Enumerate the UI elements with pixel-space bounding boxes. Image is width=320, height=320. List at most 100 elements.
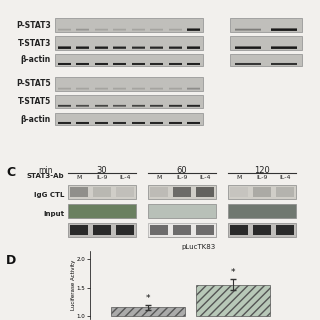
- Bar: [95, 64, 108, 65]
- Text: P-STAT5: P-STAT5: [16, 79, 51, 89]
- Bar: [76, 46, 89, 48]
- Bar: [132, 48, 145, 49]
- Text: P-STAT3: P-STAT3: [16, 20, 51, 29]
- Bar: [187, 123, 200, 124]
- Bar: [169, 122, 182, 123]
- Bar: [70, 187, 88, 197]
- Bar: [132, 122, 145, 124]
- Bar: [76, 63, 89, 64]
- Bar: [58, 87, 71, 89]
- Bar: [95, 28, 108, 30]
- Bar: [132, 104, 145, 106]
- Bar: [95, 105, 108, 107]
- Bar: [76, 87, 89, 89]
- Bar: [187, 29, 200, 31]
- Bar: [236, 63, 260, 64]
- Bar: [187, 104, 200, 106]
- Bar: [58, 47, 71, 49]
- Bar: [150, 104, 163, 106]
- Bar: [150, 106, 163, 107]
- Bar: [236, 64, 260, 65]
- Bar: [113, 105, 126, 106]
- Text: IL-4: IL-4: [119, 175, 131, 180]
- Bar: [169, 105, 182, 106]
- Bar: [58, 123, 71, 124]
- Bar: [76, 105, 89, 107]
- Bar: [132, 105, 145, 106]
- Bar: [58, 28, 71, 30]
- Bar: [271, 47, 297, 49]
- Bar: [150, 28, 163, 30]
- Bar: [150, 87, 163, 89]
- Bar: [236, 29, 260, 31]
- Bar: [95, 122, 108, 123]
- Bar: [58, 123, 71, 124]
- Bar: [95, 46, 108, 48]
- Bar: [236, 64, 260, 65]
- Bar: [76, 123, 89, 124]
- Bar: [169, 89, 182, 90]
- Bar: [271, 64, 297, 65]
- Bar: [169, 104, 182, 106]
- Bar: [169, 87, 182, 89]
- Bar: [76, 88, 89, 90]
- Bar: [58, 104, 71, 106]
- Text: STAT3-Ab: STAT3-Ab: [26, 173, 64, 180]
- Bar: [76, 30, 89, 31]
- Bar: [113, 122, 126, 124]
- Bar: [228, 185, 296, 199]
- Bar: [169, 47, 182, 49]
- Bar: [253, 187, 271, 197]
- Bar: [58, 29, 71, 31]
- Bar: [187, 64, 200, 65]
- Bar: [169, 63, 182, 65]
- Text: Input: Input: [43, 211, 64, 217]
- Bar: [95, 28, 108, 30]
- Bar: [95, 29, 108, 31]
- Bar: [113, 88, 126, 89]
- Bar: [271, 47, 297, 49]
- Bar: [132, 87, 145, 89]
- Bar: [132, 29, 145, 31]
- Bar: [187, 30, 200, 31]
- Bar: [113, 28, 126, 30]
- Bar: [169, 64, 182, 65]
- Bar: [95, 105, 108, 107]
- Bar: [150, 28, 163, 30]
- Bar: [58, 89, 71, 90]
- Bar: [196, 187, 214, 197]
- Bar: [76, 46, 89, 48]
- Bar: [169, 122, 182, 124]
- Bar: [76, 28, 89, 30]
- Bar: [95, 28, 108, 30]
- Bar: [132, 29, 145, 31]
- Bar: [169, 28, 182, 30]
- Bar: [150, 123, 163, 124]
- Bar: [76, 63, 89, 64]
- Bar: [187, 88, 200, 90]
- Bar: [228, 204, 296, 218]
- Bar: [187, 123, 200, 124]
- Bar: [187, 87, 200, 89]
- Bar: [58, 29, 71, 31]
- Bar: [236, 63, 260, 65]
- Bar: [150, 89, 163, 90]
- Bar: [187, 28, 200, 30]
- Bar: [169, 123, 182, 124]
- Bar: [169, 105, 182, 107]
- Bar: [55, 95, 203, 108]
- Bar: [187, 64, 200, 65]
- Bar: [58, 63, 71, 64]
- Bar: [230, 225, 248, 235]
- Bar: [113, 28, 126, 30]
- Text: IL-9: IL-9: [96, 175, 108, 180]
- Bar: [55, 18, 203, 32]
- Bar: [271, 28, 297, 30]
- Bar: [271, 28, 297, 30]
- Bar: [58, 106, 71, 107]
- Bar: [113, 87, 126, 89]
- Bar: [150, 225, 168, 235]
- Bar: [58, 122, 71, 123]
- Bar: [169, 48, 182, 49]
- Text: M: M: [77, 175, 82, 180]
